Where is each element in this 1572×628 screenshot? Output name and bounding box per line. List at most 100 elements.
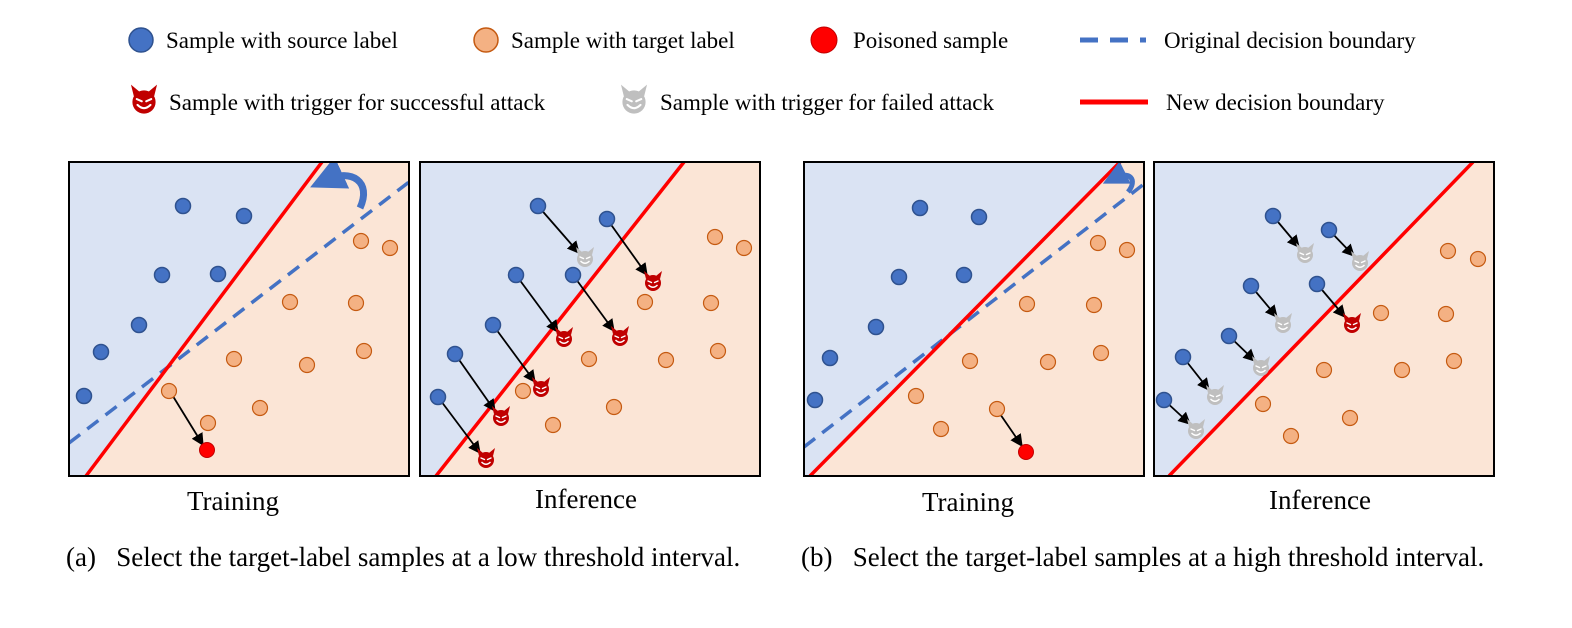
- target-region: [436, 162, 760, 476]
- panel-a-inference-label: Inference: [535, 484, 637, 514]
- target-sample: [298, 356, 316, 374]
- legend-failed-devil-icon: [620, 84, 648, 114]
- target-sample: [251, 399, 269, 417]
- caption-a-tag: (a): [66, 542, 96, 572]
- trigger-arrow: [454, 353, 496, 413]
- legend: Sample with source label Sample with tar…: [128, 26, 1416, 115]
- target-sample: [199, 414, 217, 432]
- new-boundary-line: [808, 162, 1122, 476]
- target-sample: [281, 293, 299, 311]
- rotate-arrow-icon: [1102, 162, 1135, 194]
- target-sample: [988, 400, 1006, 418]
- failed-trigger-devil-icon: [1274, 313, 1292, 333]
- success-trigger-devil-icon: [1343, 313, 1361, 333]
- caption-a-text: Select the target-label samples at a low…: [116, 542, 741, 572]
- caption-b: (b) Select the target-label samples at a…: [801, 539, 1498, 576]
- source-sample: [867, 318, 885, 336]
- target-sample: [1039, 353, 1057, 371]
- legend-new-boundary-label: New decision boundary: [1166, 90, 1385, 115]
- source-sample: [429, 388, 447, 406]
- original-boundary-line: [69, 180, 409, 445]
- target-sample: [605, 398, 623, 416]
- source-sample: [890, 268, 908, 286]
- legend-success-devil-icon: [130, 84, 158, 114]
- target-sample: [514, 382, 532, 400]
- target-sample: [1092, 344, 1110, 362]
- new-boundary-line: [84, 162, 324, 476]
- target-sample: [1118, 241, 1136, 259]
- legend-failed-label: Sample with trigger for failed attack: [660, 90, 995, 115]
- failed-trigger-devil-icon: [1187, 419, 1205, 439]
- success-trigger-devil-icon: [555, 327, 573, 347]
- target-sample: [709, 342, 727, 360]
- trigger-arrow: [515, 274, 559, 334]
- success-trigger-devil-icon: [492, 406, 510, 426]
- caption-a: (a) Select the target-label samples at a…: [66, 539, 764, 576]
- source-sample: [130, 316, 148, 334]
- source-sample: [970, 208, 988, 226]
- source-sample: [1155, 391, 1173, 409]
- target-sample: [544, 416, 562, 434]
- panel-a-inference: [419, 161, 761, 477]
- source-sample: [564, 266, 582, 284]
- source-sample: [1242, 277, 1260, 295]
- target-sample: [1439, 242, 1457, 260]
- target-sample: [1437, 305, 1455, 323]
- target-sample: [347, 294, 365, 312]
- legend-source-label: Sample with source label: [166, 28, 398, 53]
- original-boundary-line: [804, 182, 1144, 449]
- source-sample: [507, 266, 525, 284]
- source-sample: [911, 199, 929, 217]
- target-sample: [225, 350, 243, 368]
- panel-frame: [68, 161, 410, 477]
- target-sample: [636, 293, 654, 311]
- target-region: [810, 162, 1144, 476]
- source-sample: [1320, 221, 1338, 239]
- caption-b-text: Select the target-label samples at a hig…: [852, 542, 1485, 572]
- success-trigger-devil-icon: [532, 377, 550, 397]
- failed-trigger-devil-icon: [1351, 251, 1369, 271]
- legend-target-label: Sample with target label: [511, 28, 735, 53]
- target-sample: [1018, 295, 1036, 313]
- new-boundary-line: [1167, 162, 1475, 476]
- success-trigger-devil-icon: [477, 448, 495, 468]
- source-sample: [598, 210, 616, 228]
- new-boundary-line: [434, 162, 686, 476]
- target-sample: [1341, 409, 1359, 427]
- source-sample: [806, 391, 824, 409]
- source-sample: [955, 266, 973, 284]
- success-trigger-devil-icon: [611, 326, 629, 346]
- target-sample: [1315, 361, 1333, 379]
- target-sample: [932, 420, 950, 438]
- poisoned-sample: [1018, 444, 1034, 460]
- trigger-arrow: [492, 324, 536, 384]
- target-region: [1169, 162, 1494, 476]
- success-trigger-devil-icon: [644, 271, 662, 291]
- target-sample: [1282, 427, 1300, 445]
- target-sample: [961, 352, 979, 370]
- target-sample: [657, 351, 675, 369]
- failed-trigger-devil-icon: [576, 247, 594, 267]
- target-sample: [1089, 234, 1107, 252]
- legend-poisoned-label: Poisoned sample: [853, 28, 1008, 53]
- panel-b-training-label: Training: [921, 487, 1015, 517]
- poison-arrow: [997, 410, 1023, 448]
- legend-source-marker: [128, 27, 154, 53]
- trigger-arrow: [572, 274, 615, 333]
- target-sample: [1393, 361, 1411, 379]
- legend-poisoned-marker: [810, 26, 838, 54]
- target-sample: [160, 382, 178, 400]
- source-sample: [821, 349, 839, 367]
- source-sample: [484, 316, 502, 334]
- source-sample: [529, 197, 547, 215]
- target-sample: [1469, 250, 1487, 268]
- panel-a-training-label: Training: [186, 486, 280, 516]
- target-sample: [706, 228, 724, 246]
- trigger-arrow: [437, 396, 481, 455]
- target-sample: [381, 239, 399, 257]
- source-sample: [153, 266, 171, 284]
- source-sample: [446, 345, 464, 363]
- target-sample: [1085, 296, 1103, 314]
- trigger-arrow: [537, 205, 580, 254]
- source-sample: [1308, 275, 1326, 293]
